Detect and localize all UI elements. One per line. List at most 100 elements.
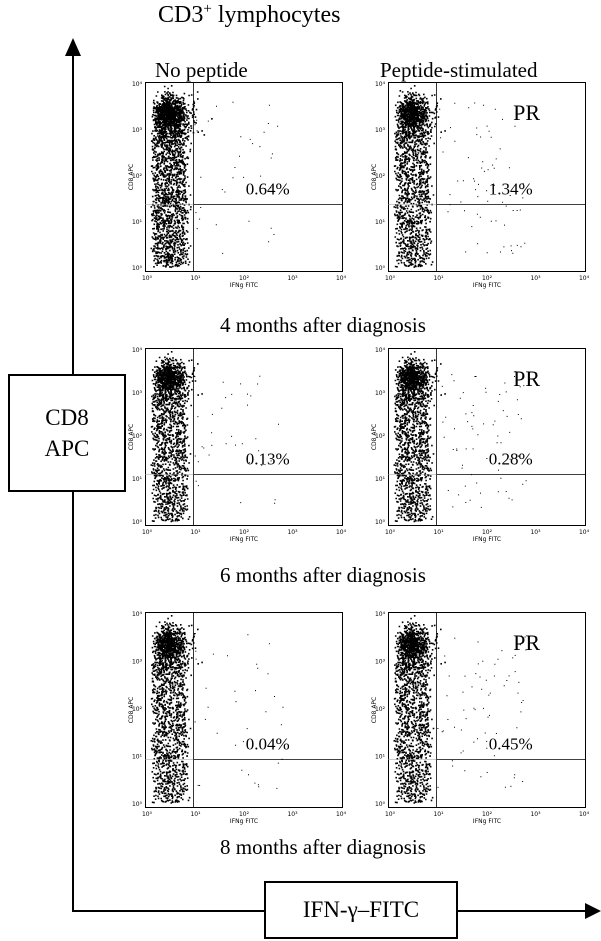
x-tick-label: 10⁴: [336, 529, 347, 536]
y-tick-label: 10³: [132, 390, 143, 397]
x-tick-label: 10¹: [433, 811, 444, 818]
event-dots: [393, 351, 527, 523]
x-tick-label: 10⁰: [385, 275, 396, 282]
y-axis-arrowhead: [65, 38, 81, 56]
x-tick-label: 10⁴: [579, 275, 590, 282]
percent-label: 0.13%: [246, 450, 290, 469]
y-tick-label: 10⁰: [375, 801, 386, 808]
y-tick-label: 10¹: [132, 754, 143, 761]
y-tick-label: 10⁰: [375, 519, 386, 526]
dot-plot-row2-col2: 0.28% PR 10⁰ 10¹ 10² 10³ 10⁴ 10⁰ 10¹ 10² 10³ 10⁴ IFN…: [371, 347, 590, 543]
x-axis-label-box: IFN-γ–FITC: [264, 881, 458, 939]
row-caption-4-months: 4 months after diagnosis: [220, 313, 426, 337]
y-tick-label: 10⁴: [132, 347, 143, 354]
panel-x-axis-label: IFNg FITC: [473, 282, 501, 289]
x-tick-label: 10³: [287, 275, 298, 282]
x-tick-label: 10⁰: [142, 529, 153, 536]
panel-y-axis-label: CD8 APC: [128, 424, 135, 450]
y-tick-label: 10³: [375, 659, 386, 666]
row-caption-6-months: 6 months after diagnosis: [220, 563, 426, 587]
x-tick-label: 10³: [287, 529, 298, 536]
y-tick-label: 10⁰: [375, 265, 386, 272]
x-tick-label: 10⁴: [579, 529, 590, 536]
y-tick-label: 10¹: [132, 476, 143, 483]
y-tick-label: 10⁰: [132, 801, 143, 808]
column-header-no-peptide: No peptide: [155, 58, 248, 82]
y-tick-label: 10³: [132, 659, 143, 666]
x-axis-arrowhead: [585, 903, 601, 919]
x-tick-label: 10²: [482, 529, 493, 536]
y-tick-label: 10²: [375, 706, 386, 713]
panel-y-axis-label: CD8 APC: [371, 424, 378, 450]
dot-plot-row1-col1: 0.64% 10⁰ 10¹ 10² 10³ 10⁴ 10⁰ 10¹ 10² 10³ 10⁴ IFNg …: [128, 81, 347, 289]
panel-y-axis-label: CD8 APC: [128, 697, 135, 723]
x-tick-label: 10⁰: [142, 275, 153, 282]
y-axis-label-box: CD8 APC: [8, 374, 126, 492]
plot-frame: [145, 612, 343, 808]
percent-label: 0.64%: [246, 180, 290, 199]
y-tick-label: 10¹: [375, 476, 386, 483]
y-axis-label-line1: CD8: [45, 405, 89, 430]
y-tick-label: 10⁴: [375, 347, 386, 354]
plot-frame: [388, 612, 586, 808]
x-tick-label: 10³: [530, 529, 541, 536]
x-tick-label: 10⁴: [579, 811, 590, 818]
x-tick-label: 10³: [530, 811, 541, 818]
x-tick-label: 10⁰: [385, 811, 396, 818]
y-axis-label-line2: APC: [44, 436, 90, 461]
dot-cloud: [393, 85, 526, 268]
dot-plot-row3-col2: 0.45% PR 10⁰ 10¹ 10² 10³ 10⁴ 10⁰ 10¹ 10² 10³ 10⁴ IFN…: [371, 611, 590, 825]
x-tick-label: 10¹: [433, 275, 444, 282]
event-dots: [150, 615, 284, 804]
x-tick-label: 10¹: [433, 529, 444, 536]
panel-y-axis-label: CD8 APC: [371, 697, 378, 723]
x-tick-label: 10²: [482, 275, 493, 282]
y-tick-label: 10¹: [375, 754, 386, 761]
percent-label: 0.45%: [489, 735, 533, 754]
plot-frame: [145, 82, 343, 272]
y-tick-label: 10⁴: [132, 611, 143, 618]
percent-label: 1.34%: [489, 180, 533, 199]
column-header-peptide-stimulated: Peptide-stimulated: [380, 58, 538, 82]
dot-cloud: [150, 85, 279, 268]
x-tick-label: 10²: [239, 529, 250, 536]
y-tick-label: 10²: [375, 433, 386, 440]
x-tick-label: 10⁰: [142, 811, 153, 818]
x-axis-label: IFN-γ–FITC: [302, 897, 420, 922]
y-tick-label: 10⁰: [132, 519, 143, 526]
y-tick-label: 10²: [132, 433, 143, 440]
event-dots: [150, 351, 279, 523]
y-tick-label: 10²: [375, 173, 386, 180]
y-tick-label: 10²: [132, 706, 143, 713]
event-dots: [393, 615, 527, 804]
x-tick-label: 10⁰: [385, 529, 396, 536]
x-tick-label: 10¹: [190, 811, 201, 818]
percent-label: 0.28%: [489, 450, 533, 469]
event-dots: [150, 85, 279, 268]
y-tick-label: 10⁰: [132, 265, 143, 272]
x-tick-label: 10¹: [190, 275, 201, 282]
dot-plot-row3-col1: 0.04% 10⁰ 10¹ 10² 10³ 10⁴ 10⁰ 10¹ 10² 10³ 10⁴ IFNg …: [128, 611, 347, 825]
x-tick-label: 10³: [530, 275, 541, 282]
panel-x-axis-label: IFNg FITC: [473, 536, 501, 543]
percent-label: 0.04%: [246, 735, 290, 754]
pr-label: PR: [513, 366, 540, 391]
y-tick-label: 10¹: [132, 219, 143, 226]
dot-cloud: [150, 615, 284, 804]
plot-frame: [145, 348, 343, 526]
plot-frame: [388, 82, 586, 272]
panel-x-axis-label: IFNg FITC: [473, 818, 501, 825]
row-caption-8-months: 8 months after diagnosis: [220, 835, 426, 859]
x-tick-label: 10²: [482, 811, 493, 818]
pr-label: PR: [513, 630, 540, 655]
x-tick-label: 10¹: [190, 529, 201, 536]
dot-plot-row2-col1: 0.13% 10⁰ 10¹ 10² 10³ 10⁴ 10⁰ 10¹ 10² 10³ 10⁴ IFNg …: [128, 347, 347, 543]
y-tick-label: 10³: [375, 127, 386, 134]
y-tick-label: 10⁴: [132, 81, 143, 88]
y-tick-label: 10³: [375, 390, 386, 397]
y-tick-label: 10²: [132, 173, 143, 180]
panel-y-axis-label: CD8 APC: [128, 164, 135, 190]
dot-cloud: [393, 615, 527, 804]
panel-x-axis-label: IFNg FITC: [230, 536, 258, 543]
panel-y-axis-label: CD8 APC: [371, 164, 378, 190]
